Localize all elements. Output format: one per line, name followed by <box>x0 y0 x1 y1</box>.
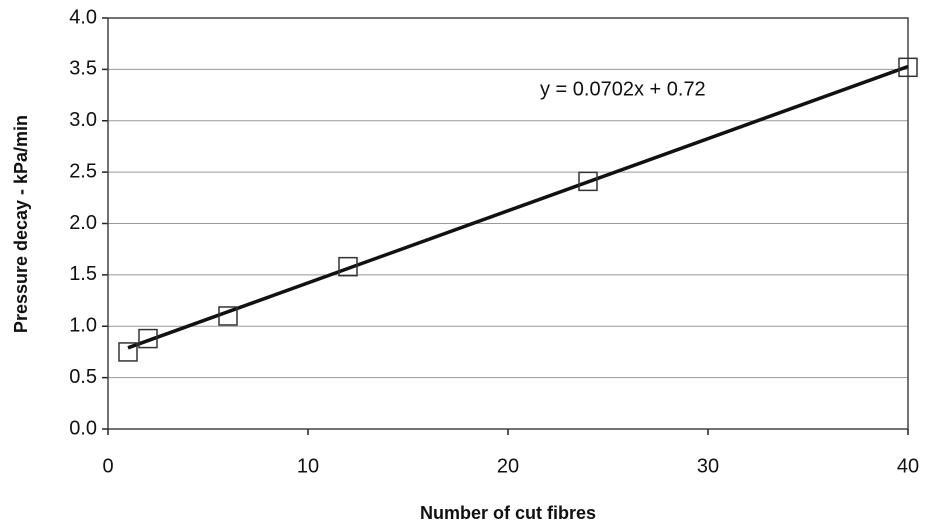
y-tick-label: 1.0 <box>69 315 97 337</box>
y-tick-label: 3.0 <box>69 109 97 131</box>
x-tick-label: 10 <box>297 455 319 477</box>
data-point <box>218 306 238 326</box>
data-point <box>138 328 158 349</box>
data-point <box>578 171 598 192</box>
data-point <box>898 57 918 78</box>
x-axis-title: Number of cut fibres <box>420 503 596 523</box>
y-tick-label: 4.0 <box>69 6 97 28</box>
y-axis-title: Pressure decay - kPa/min <box>11 115 31 333</box>
trendline-equation: y = 0.0702x + 0.72 <box>540 78 706 100</box>
data-point <box>118 342 138 362</box>
y-tick-label: 0.0 <box>69 417 97 439</box>
y-tick-label: 1.5 <box>69 263 97 285</box>
x-tick-label: 30 <box>697 455 719 477</box>
x-tick-label: 40 <box>897 455 919 477</box>
y-tick-label: 0.5 <box>69 366 97 388</box>
y-tick-label: 3.5 <box>69 58 97 80</box>
trendline <box>127 64 909 350</box>
x-tick-label: 20 <box>497 455 519 477</box>
data-point <box>338 256 358 277</box>
y-tick-label: 2.0 <box>69 212 97 234</box>
y-tick-label: 2.5 <box>69 160 97 182</box>
x-tick-label: 0 <box>102 455 113 477</box>
